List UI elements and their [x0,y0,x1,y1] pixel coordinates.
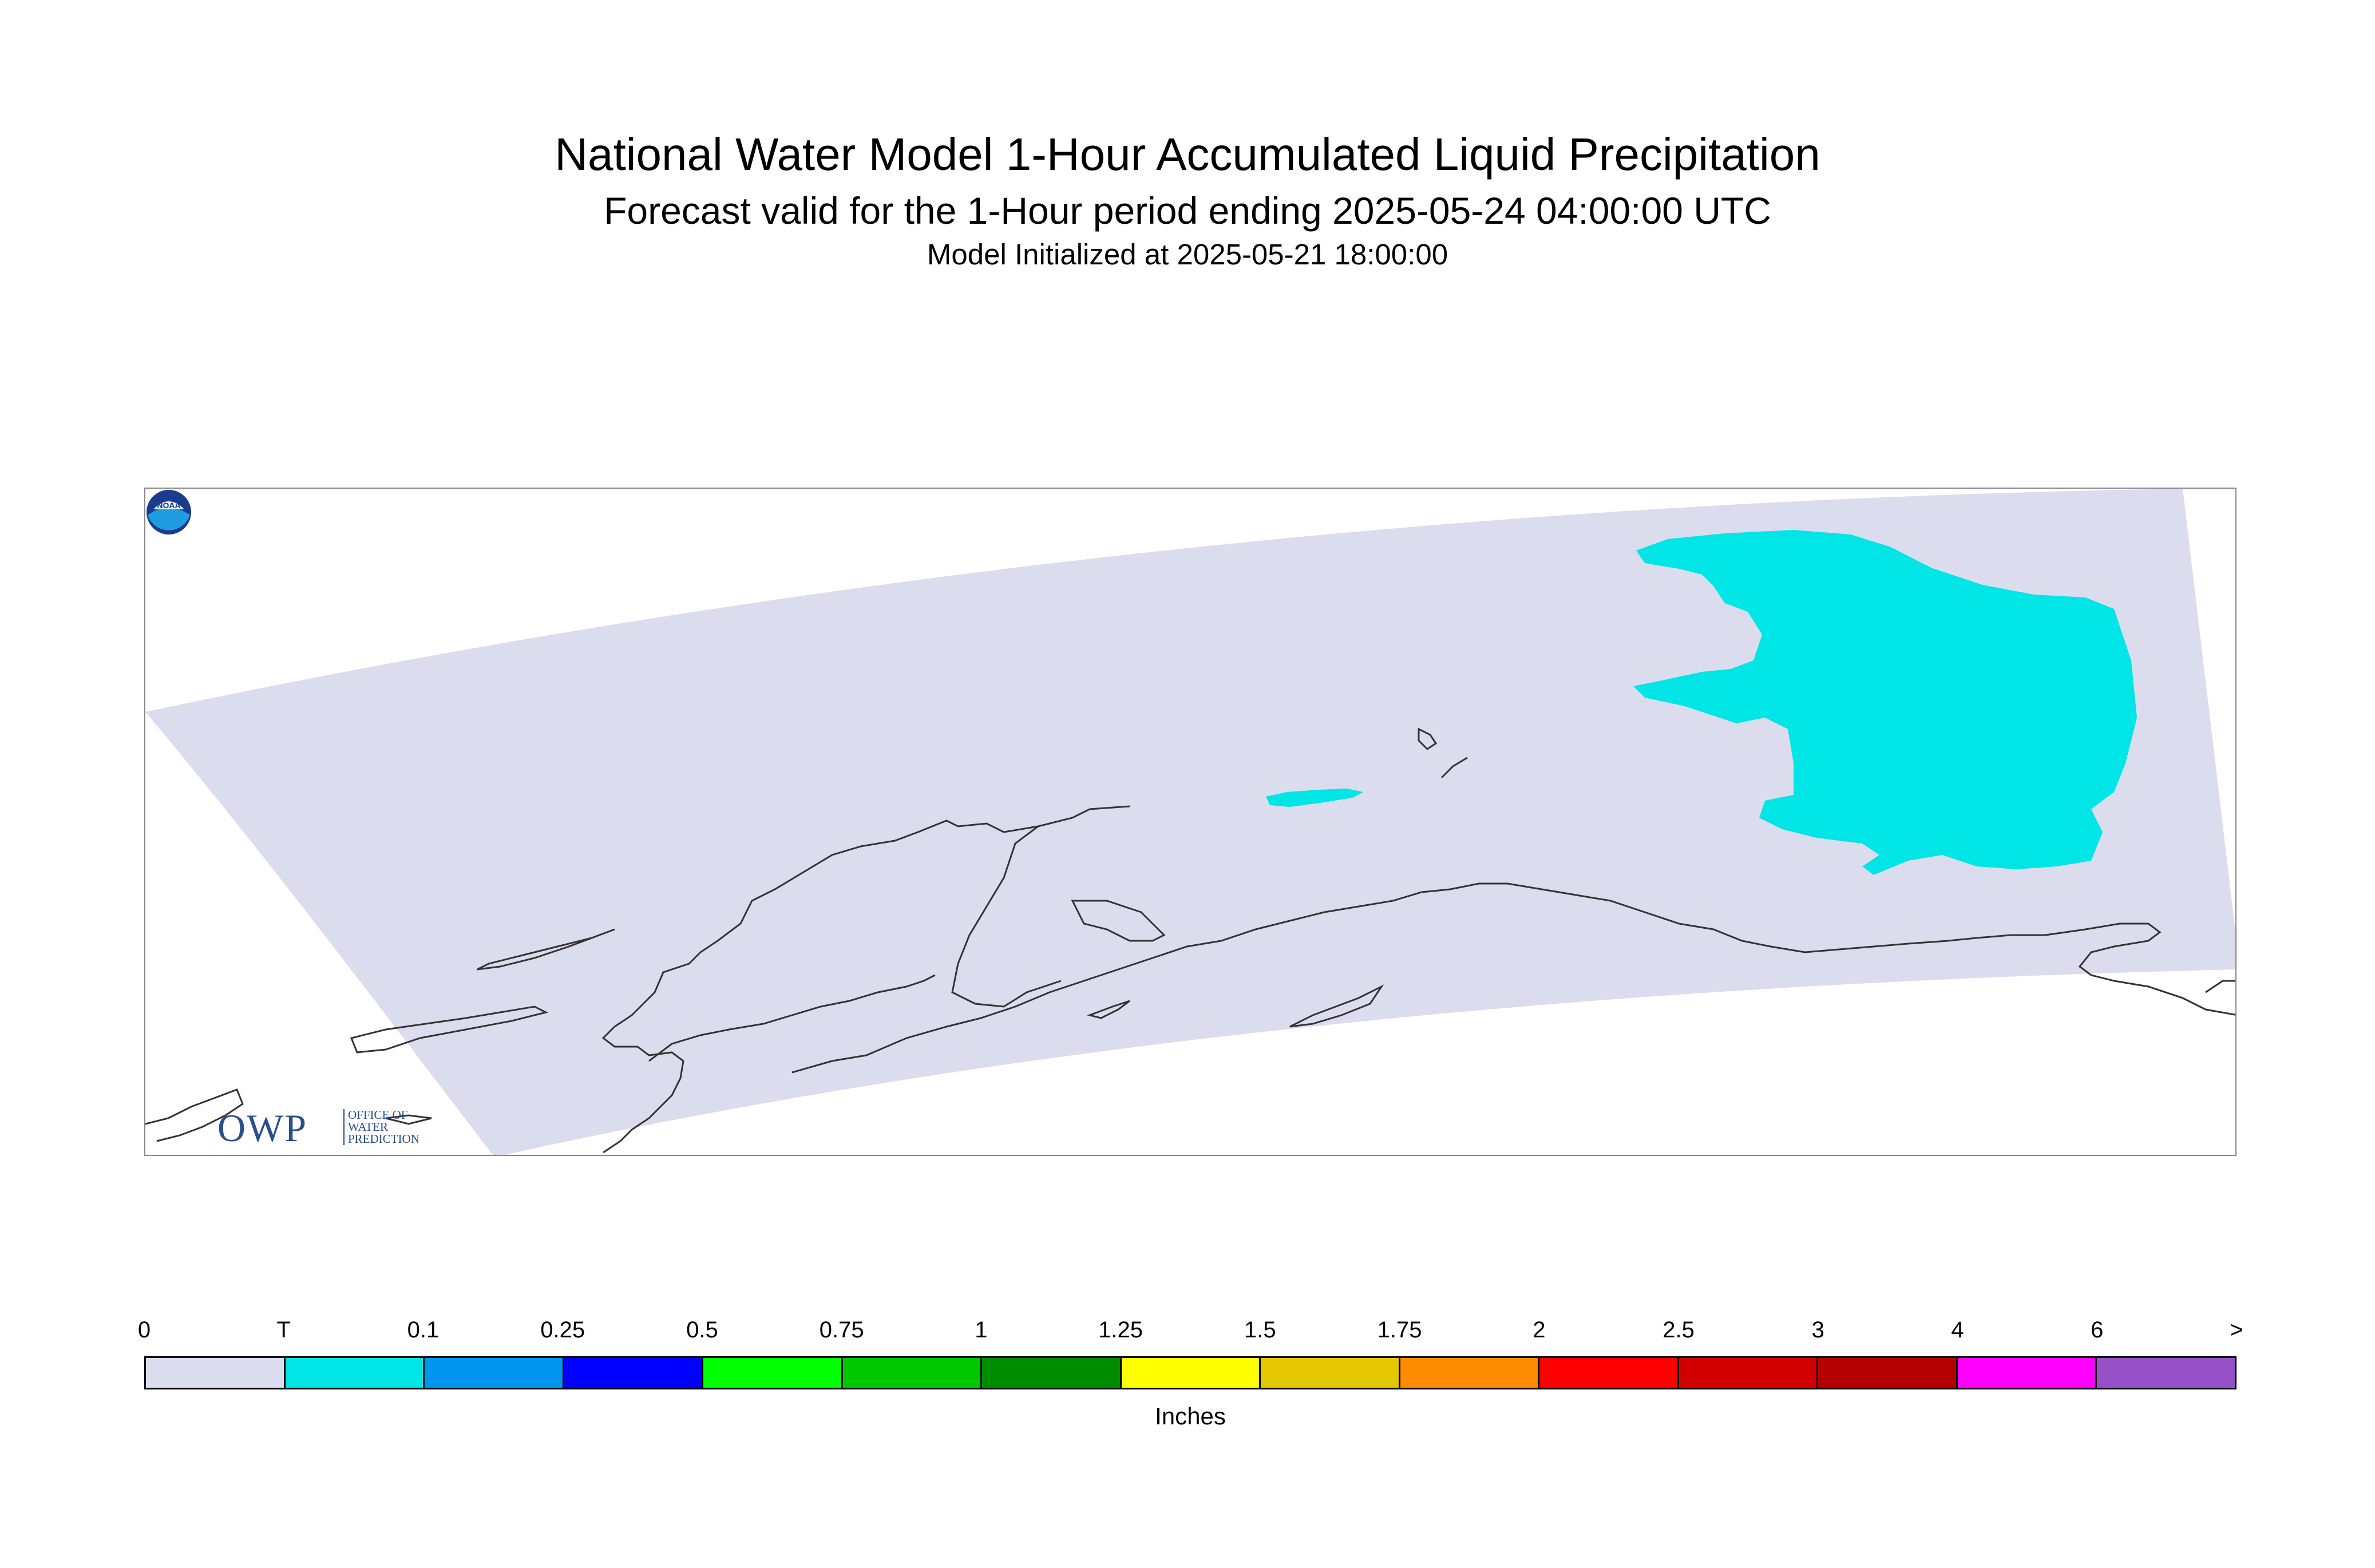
legend-swatch [1957,1358,2097,1388]
legend-swatch [564,1358,704,1388]
legend-tick-label: 1.25 [1098,1317,1143,1343]
legend-swatch [1679,1358,1819,1388]
legend-tick-label: 0.5 [686,1317,718,1343]
coastline-island-1 [477,928,615,971]
coastline-island-6 [1086,1000,1130,1019]
coastline-southcentral [791,882,2045,1074]
legend-swatch [285,1358,425,1388]
owp-logo: OWP OFFICE OF WATER PREDICTION [217,1106,435,1151]
legend-swatch [1121,1358,1261,1388]
legend-tick-label: 2.5 [1662,1317,1695,1343]
legend-tick-label: 0.1 [407,1317,440,1343]
legend-tick-label: 1.75 [1377,1317,1422,1343]
legend-tick-label: 4 [1951,1317,1964,1343]
legend-swatch [1400,1358,1540,1388]
precip-area-central [1266,789,1363,807]
legend-tick-label: 1 [975,1317,988,1343]
map-title: National Water Model 1-Hour Accumulated … [555,129,1820,180]
owp-logo-subtext: OFFICE OF WATER PREDICTION [343,1109,419,1145]
noaa-logo-bird [153,501,184,509]
owp-logo-line3: PREDICTION [348,1132,419,1146]
coastline-southwest [145,1088,244,1142]
legend-color-boxes [144,1356,2237,1389]
map-canvas [145,489,2235,1155]
owp-logo-letters: OWP [217,1106,308,1150]
precip-legend: 0 T 0.1 0.25 0.5 0.75 1 1.25 1.5 1.75 2 2.5 3 4 6 > Inc… [138,1316,2243,1436]
coastline-mainland [601,805,1130,1154]
model-domain-left-edge [145,712,493,1155]
legend-tick-label: > [2230,1317,2243,1343]
legend-units: Inches [1155,1403,1226,1430]
legend-tick-label: 3 [1811,1317,1824,1343]
coastline-island-8 [2205,980,2235,993]
legend-swatch [2097,1358,2235,1388]
noaa-logo-wave [148,508,190,530]
legend-swatch [146,1358,286,1388]
legend-tick-labels: 0 T 0.1 0.25 0.5 0.75 1 1.25 1.5 1.75 2 2.5 3 4 6 > [138,1316,2243,1351]
legend-swatch [425,1358,564,1388]
coastline-yukon [2045,922,2235,1016]
legend-swatch [1539,1358,1679,1388]
coastline-cook-inlet [951,825,1062,1008]
precip-area-east [1633,530,2137,875]
noaa-logo-text: NOAA [157,501,180,510]
legend-swatch [842,1358,983,1388]
coastline-island-5 [1289,984,1384,1028]
legend-tick-label: T [276,1317,291,1343]
coastline-bay [1071,900,1166,942]
model-domain-area [145,489,2235,1155]
legend-tick-label: 0.75 [819,1317,864,1343]
legend-tick-label: 6 [2091,1317,2104,1343]
coastlines [145,727,2235,1154]
map-panel: OWP OFFICE OF WATER PREDICTION NOAA [144,488,2237,1156]
legend-swatch [1261,1358,1400,1388]
coastline-peninsula [648,974,936,1062]
legend-swatch [703,1358,843,1388]
legend-swatch [1818,1358,1958,1388]
legend-tick-label: 0.25 [540,1317,585,1343]
owp-logo-line1: OFFICE OF [348,1108,408,1122]
legend-tick-label: 0 [137,1317,151,1343]
map-subtitle: Forecast valid for the 1-Hour period end… [604,189,1771,232]
legend-tick-label: 2 [1533,1317,1546,1343]
coastline-island-7 [385,1114,432,1125]
legend-tick-label: 1.5 [1244,1317,1276,1343]
coastline-island-2 [350,1005,549,1054]
noaa-logo: NOAA [147,490,191,534]
coastline-island-4 [1440,757,1468,779]
owp-logo-line2: WATER [348,1120,388,1134]
legend-swatch [982,1358,1122,1388]
coastline-island-3 [1418,727,1438,750]
model-init-time: Model Initialized at 2025-05-21 18:00:00 [927,238,1448,271]
